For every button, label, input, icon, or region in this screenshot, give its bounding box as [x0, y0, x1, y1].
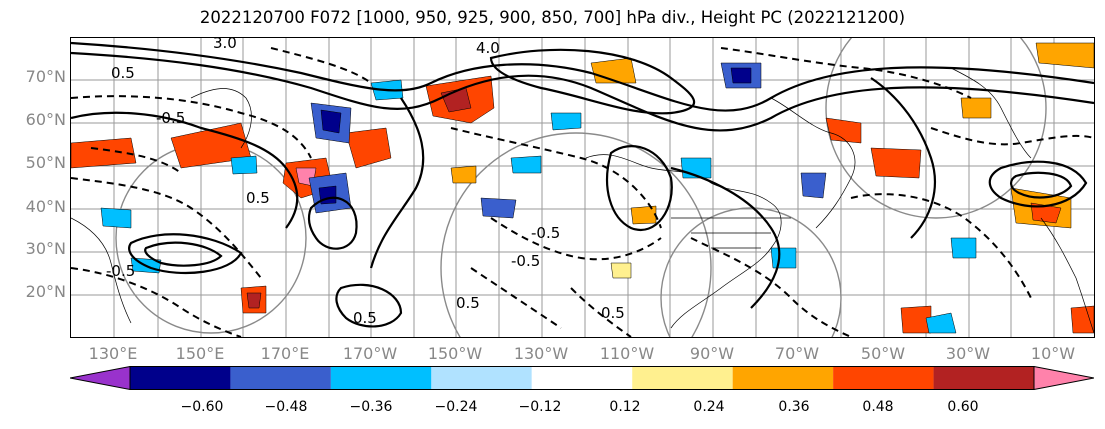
colorbar-frame: [129, 366, 1035, 390]
lon-label-110w: 110°W: [599, 344, 655, 363]
contour-label: 0.5: [456, 294, 480, 312]
contour-label: -0.5: [106, 262, 135, 280]
colorbar-tick-label: 0.12: [609, 399, 641, 415]
colorbar-segment: [933, 366, 1034, 390]
colorbar-segment: [632, 366, 733, 390]
lon-label-150w: 150°W: [427, 344, 483, 363]
colorbar-segment: [130, 366, 231, 390]
colorbar-segment: [833, 366, 934, 390]
map-canvas: 3.0 4.0 -0.5 -0.5 0.5 0.5 0.5 0.5 -0.5 0…: [71, 38, 1094, 337]
contour-label: -0.5: [156, 109, 185, 127]
colorbar-segment: [230, 366, 331, 390]
colorbar-tick-label: −0.48: [264, 399, 308, 415]
colorbar-tick-label: 0.36: [778, 399, 810, 415]
graticule: [71, 38, 1094, 337]
lat-label-20n: 20°N: [25, 282, 66, 301]
colorbar-tick-label: 0.60: [947, 399, 979, 415]
colorbar-tick-label: −0.24: [434, 399, 478, 415]
lon-label-150e: 150°E: [175, 344, 225, 363]
lat-label-50n: 50°N: [25, 153, 66, 172]
contour-label: 0.5: [353, 309, 377, 327]
height-contours: [71, 41, 1094, 328]
contour-label: -0.5: [531, 224, 560, 242]
lon-label-70w: 70°W: [774, 344, 820, 363]
colorbar-segment: [732, 366, 834, 390]
divergence-shading: [71, 42, 1094, 334]
lon-label-10w: 10°W: [1030, 344, 1076, 363]
colorbar-tick-label: −0.12: [518, 399, 562, 415]
height-contours-dashed: [71, 47, 1094, 337]
lat-label-60n: 60°N: [25, 110, 66, 129]
colorbar-tick-label: −0.60: [180, 399, 224, 415]
contour-labels: 3.0 4.0 -0.5 -0.5 0.5 0.5 0.5 0.5 -0.5 0…: [106, 38, 625, 327]
lon-label-170e: 170°E: [260, 344, 310, 363]
contour-label: 0.5: [246, 189, 270, 207]
contour-label: 3.0: [213, 38, 237, 52]
colorbar-extend-min: [70, 366, 131, 390]
colorbar: [70, 366, 1094, 390]
lon-label-130w: 130°W: [513, 344, 569, 363]
colorbar-extend-max: [1033, 366, 1094, 390]
lat-label-30n: 30°N: [25, 239, 66, 258]
colorbar-segment: [531, 366, 633, 390]
lon-label-170w: 170°W: [342, 344, 398, 363]
coastlines: [71, 67, 1094, 334]
lon-label-130e: 130°E: [88, 344, 138, 363]
contour-label: -0.5: [511, 252, 540, 270]
lon-label-90w: 90°W: [689, 344, 735, 363]
colorbar-segment: [330, 366, 432, 390]
colorbar-tick-label: −0.36: [349, 399, 393, 415]
lon-label-50w: 50°W: [860, 344, 906, 363]
lat-label-40n: 40°N: [25, 197, 66, 216]
lon-label-30w: 30°W: [945, 344, 991, 363]
colorbar-tick-label: 0.24: [693, 399, 725, 415]
map-panel: 3.0 4.0 -0.5 -0.5 0.5 0.5 0.5 0.5 -0.5 0…: [70, 37, 1095, 338]
contour-label: 0.5: [601, 304, 625, 322]
contour-label: 4.0: [476, 39, 500, 57]
range-circles: [115, 38, 1047, 337]
lat-label-70n: 70°N: [25, 67, 66, 86]
colorbar-tick-label: 0.48: [862, 399, 894, 415]
map-title: 2022120700 F072 [1000, 950, 925, 900, 85…: [199, 8, 906, 27]
contour-label: 0.5: [111, 64, 135, 82]
colorbar-segment: [431, 366, 532, 390]
